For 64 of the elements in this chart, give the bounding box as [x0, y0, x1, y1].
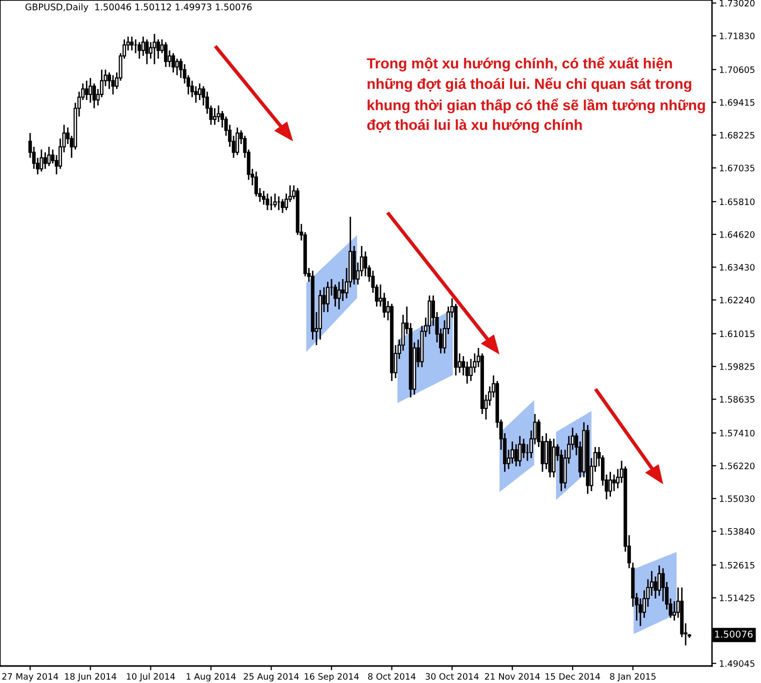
candlestick [544, 432, 548, 470]
x-tick-label: 27 May 2014 [2, 673, 58, 682]
candlestick [608, 471, 612, 498]
x-tick-label: 30 Oct 2014 [426, 673, 479, 680]
candlestick [172, 52, 176, 74]
y-tick-label: 1.65810 [720, 198, 755, 206]
candlestick [514, 444, 518, 468]
candlestick [612, 474, 616, 492]
candlestick [175, 58, 179, 76]
y-tick-label: 1.51425 [720, 594, 754, 602]
y-tick-label: 1.53840 [720, 528, 755, 535]
y-tick-label: 1.68225 [720, 132, 754, 139]
y-tick-label: 1.56220 [720, 462, 755, 470]
candlestick [337, 281, 341, 310]
text: 1.50076 [715, 630, 753, 638]
annotation: Trong một xu hướng chính, có thể xuất hiện những đợt giá thoái lui. Nếu chỉ quan sát trong khung thời gian thấp có thể sẽ lầm tưởng những đợt thoái lui là xu hướng chính [366, 56, 705, 133]
candlestick [84, 80, 88, 101]
candlestick [326, 281, 330, 313]
y-tick-label: 1.67035 [720, 164, 754, 172]
y-tick-label: 1.52615 [720, 562, 754, 568]
x-tick-label: 21 Nov 2014 [484, 673, 540, 680]
candlestick [212, 108, 216, 126]
y-tick-label: 1.59825 [720, 363, 754, 370]
y-tick-label: 1.62240 [720, 296, 755, 304]
candlestick [47, 146, 51, 167]
candlestick [111, 74, 115, 96]
y-tick-label: 1.69415 [720, 99, 754, 106]
candlestick [130, 36, 134, 52]
x-tick-label: 25 Aug 2014 [244, 673, 299, 682]
candlestick [40, 148, 44, 172]
y-tick-label: 1.61015 [720, 330, 754, 338]
y-tick-label: 1.64620 [720, 231, 755, 238]
y-tick-label: 1.49045 [720, 660, 754, 667]
candlestick [522, 438, 526, 459]
x-tick-label: 8 Jan 2015 [610, 673, 656, 682]
y-tick-label: 1.71830 [720, 32, 755, 40]
candlestick [198, 82, 202, 101]
candlestick [43, 152, 47, 170]
x-tick-label: 8 Oct 2014 [368, 673, 416, 680]
x-tick-label: 15 Dec 2014 [546, 673, 600, 680]
x-tick-label: 16 Sep 2014 [304, 673, 359, 682]
chart-title: GBPUSD,Daily 1.50046 1.50112 1.49973 1.50076 [25, 3, 252, 12]
candlestick [164, 41, 168, 68]
candlestick [145, 38, 149, 65]
candlestick [266, 192, 270, 211]
candlestick [518, 435, 522, 468]
candlestick [141, 36, 145, 57]
x-tick-label: 18 Jun 2014 [65, 673, 116, 682]
candlestick [273, 192, 277, 208]
y-tick-label: 1.70605 [720, 66, 754, 73]
y-tick-label: 1.63430 [720, 264, 755, 271]
candlestick [88, 77, 92, 104]
x-tick-label: 1 Aug 2014 [186, 673, 236, 682]
y-tick-label: 1.58635 [720, 396, 754, 403]
y-tick-label: 1.73020 [720, 0, 755, 6]
x-tick-label: 10 Jul 2014 [126, 672, 175, 682]
candlestick [341, 278, 345, 302]
candlestick [280, 198, 284, 214]
y-tick-label: 1.55030 [720, 495, 755, 502]
y-tick-label: 1.57410 [720, 430, 755, 436]
candlestick [152, 33, 156, 65]
candlestick [138, 41, 142, 60]
candlestick [236, 126, 240, 156]
candlestick [216, 104, 220, 123]
